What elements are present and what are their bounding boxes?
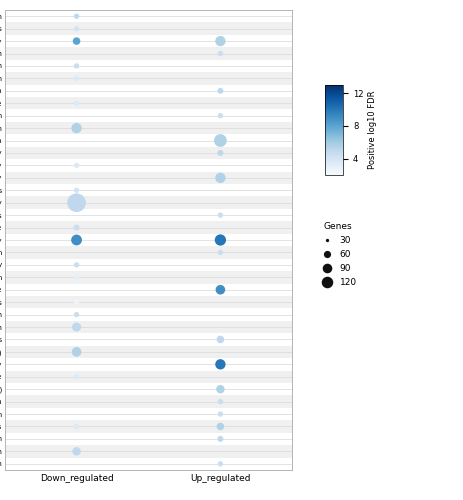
Point bbox=[73, 124, 80, 132]
Point bbox=[216, 149, 224, 157]
Point bbox=[216, 385, 224, 393]
Bar bbox=[5, 284, 292, 296]
Bar bbox=[5, 72, 292, 85]
Point bbox=[216, 435, 224, 443]
Bar bbox=[5, 445, 292, 458]
Point bbox=[216, 460, 224, 468]
Bar bbox=[5, 333, 292, 345]
Point bbox=[73, 62, 80, 70]
Bar bbox=[5, 258, 292, 271]
Point bbox=[73, 261, 80, 269]
Bar bbox=[5, 159, 292, 172]
Bar bbox=[5, 35, 292, 48]
Point bbox=[73, 298, 80, 306]
Point bbox=[216, 286, 224, 294]
Bar bbox=[5, 234, 292, 246]
Point bbox=[73, 99, 80, 107]
Point bbox=[73, 74, 80, 82]
Bar bbox=[5, 296, 292, 308]
Bar bbox=[5, 358, 292, 370]
Bar bbox=[5, 271, 292, 283]
Point bbox=[73, 236, 80, 244]
Point bbox=[216, 248, 224, 256]
Bar bbox=[5, 396, 292, 408]
Point bbox=[216, 236, 224, 244]
Bar bbox=[5, 246, 292, 258]
Point bbox=[216, 211, 224, 219]
Bar bbox=[5, 408, 292, 420]
Bar bbox=[5, 222, 292, 234]
Point bbox=[73, 348, 80, 356]
Point bbox=[216, 112, 224, 120]
Bar bbox=[5, 84, 292, 97]
Bar bbox=[5, 60, 292, 72]
Point bbox=[73, 323, 80, 331]
Bar bbox=[5, 346, 292, 358]
Y-axis label: Positive log10 FDR: Positive log10 FDR bbox=[367, 91, 376, 169]
Point bbox=[216, 336, 224, 344]
Point bbox=[216, 360, 224, 368]
Bar bbox=[5, 172, 292, 184]
Point bbox=[216, 87, 224, 95]
Point bbox=[73, 37, 80, 45]
Bar bbox=[5, 48, 292, 60]
Bar bbox=[5, 110, 292, 122]
Bar bbox=[5, 10, 292, 22]
Bar bbox=[5, 209, 292, 222]
Point bbox=[216, 398, 224, 406]
Legend: 30, 60, 90, 120: 30, 60, 90, 120 bbox=[315, 220, 359, 290]
Point bbox=[73, 162, 80, 170]
Point bbox=[216, 37, 224, 45]
Bar bbox=[5, 420, 292, 432]
Point bbox=[73, 12, 80, 20]
Bar bbox=[5, 196, 292, 209]
Bar bbox=[5, 184, 292, 196]
Point bbox=[216, 410, 224, 418]
Point bbox=[216, 422, 224, 430]
Point bbox=[216, 50, 224, 58]
Point bbox=[216, 174, 224, 182]
Point bbox=[216, 136, 224, 144]
Bar bbox=[5, 97, 292, 110]
Bar bbox=[5, 432, 292, 445]
Bar bbox=[5, 147, 292, 159]
Point bbox=[73, 448, 80, 456]
Bar bbox=[5, 22, 292, 35]
Point bbox=[73, 274, 80, 281]
Point bbox=[73, 24, 80, 32]
Bar bbox=[5, 370, 292, 383]
Point bbox=[73, 310, 80, 318]
Bar bbox=[5, 458, 292, 470]
Bar bbox=[5, 308, 292, 321]
Bar bbox=[5, 122, 292, 134]
Point bbox=[73, 373, 80, 381]
Bar bbox=[5, 134, 292, 147]
Point bbox=[73, 422, 80, 430]
Bar bbox=[5, 321, 292, 333]
Point bbox=[73, 186, 80, 194]
Bar bbox=[5, 383, 292, 396]
Point bbox=[73, 224, 80, 232]
Point bbox=[73, 198, 80, 206]
